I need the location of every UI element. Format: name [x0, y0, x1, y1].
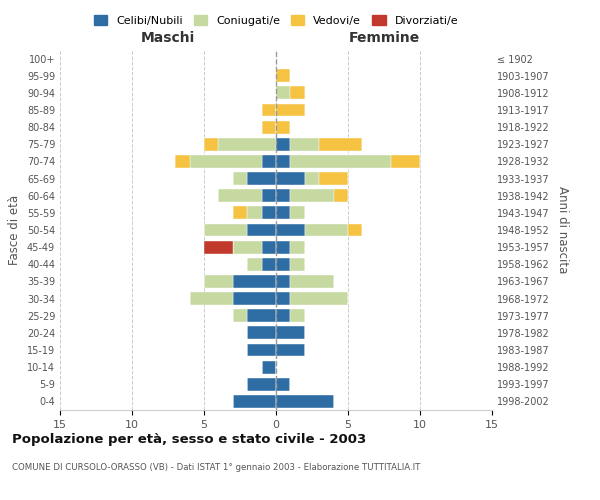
Bar: [247, 224, 276, 236]
Bar: [262, 104, 276, 117]
Bar: [247, 206, 262, 220]
Bar: [204, 138, 218, 150]
Bar: [262, 155, 276, 168]
Bar: [262, 206, 276, 220]
Bar: [233, 240, 262, 254]
Bar: [247, 310, 276, 322]
Bar: [204, 240, 233, 254]
Bar: [233, 292, 276, 305]
Bar: [290, 138, 319, 150]
Bar: [262, 360, 276, 374]
Bar: [175, 155, 190, 168]
Bar: [204, 275, 233, 288]
Bar: [290, 258, 305, 270]
Bar: [247, 258, 262, 270]
Bar: [247, 378, 276, 390]
Bar: [276, 326, 305, 340]
Bar: [276, 344, 305, 356]
Text: Popolazione per età, sesso e stato civile - 2003: Popolazione per età, sesso e stato civil…: [12, 432, 366, 446]
Bar: [247, 172, 276, 185]
Text: Femmine: Femmine: [349, 31, 419, 45]
Bar: [276, 258, 290, 270]
Bar: [290, 292, 348, 305]
Bar: [334, 190, 348, 202]
Bar: [276, 395, 334, 408]
Bar: [319, 172, 348, 185]
Bar: [290, 190, 334, 202]
Bar: [233, 206, 247, 220]
Bar: [276, 310, 290, 322]
Bar: [276, 224, 305, 236]
Bar: [276, 172, 305, 185]
Bar: [276, 378, 290, 390]
Bar: [305, 224, 348, 236]
Bar: [262, 120, 276, 134]
Y-axis label: Anni di nascita: Anni di nascita: [556, 186, 569, 274]
Bar: [290, 206, 305, 220]
Bar: [319, 138, 362, 150]
Bar: [305, 172, 319, 185]
Bar: [276, 70, 290, 82]
Bar: [276, 104, 305, 117]
Bar: [276, 190, 290, 202]
Bar: [276, 292, 290, 305]
Bar: [262, 240, 276, 254]
Bar: [233, 275, 276, 288]
Bar: [276, 240, 290, 254]
Bar: [262, 258, 276, 270]
Text: Maschi: Maschi: [141, 31, 195, 45]
Bar: [276, 275, 290, 288]
Bar: [290, 275, 334, 288]
Bar: [348, 224, 362, 236]
Bar: [276, 206, 290, 220]
Bar: [190, 155, 262, 168]
Bar: [276, 120, 290, 134]
Bar: [233, 172, 247, 185]
Bar: [290, 310, 305, 322]
Y-axis label: Fasce di età: Fasce di età: [8, 195, 21, 265]
Bar: [218, 190, 262, 202]
Bar: [190, 292, 233, 305]
Bar: [391, 155, 420, 168]
Bar: [218, 138, 276, 150]
Bar: [247, 326, 276, 340]
Bar: [290, 86, 305, 100]
Bar: [204, 224, 247, 236]
Bar: [233, 310, 247, 322]
Bar: [276, 86, 290, 100]
Bar: [290, 155, 391, 168]
Bar: [247, 344, 276, 356]
Bar: [276, 138, 290, 150]
Bar: [262, 190, 276, 202]
Text: COMUNE DI CURSOLO-ORASSO (VB) - Dati ISTAT 1° gennaio 2003 - Elaborazione TUTTIT: COMUNE DI CURSOLO-ORASSO (VB) - Dati IST…: [12, 462, 421, 471]
Bar: [276, 155, 290, 168]
Legend: Celibi/Nubili, Coniugati/e, Vedovi/e, Divorziati/e: Celibi/Nubili, Coniugati/e, Vedovi/e, Di…: [89, 10, 463, 30]
Bar: [233, 395, 276, 408]
Bar: [290, 240, 305, 254]
